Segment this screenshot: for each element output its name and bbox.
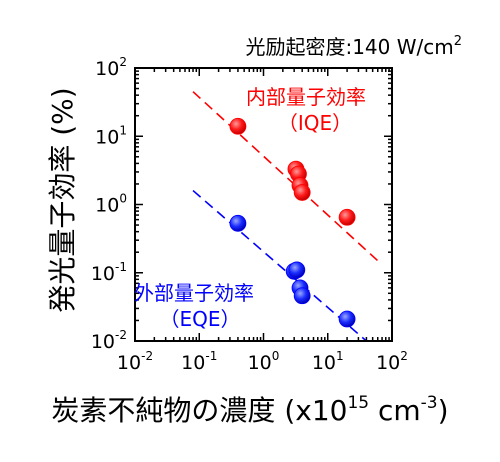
iqe-point [293,184,311,201]
iqe-point [338,208,356,226]
y-tick-base: 10 [95,58,119,80]
y-tick-label: 10-2 [91,328,127,353]
x-tick-base: 10 [117,352,141,374]
x-tick-exp: 0 [272,349,280,363]
x-axis-title-sup2: -3 [421,393,438,413]
y-tick-exp: 1 [119,123,127,137]
y-tick-base: 10 [95,195,119,217]
x-tick-base: 10 [248,352,272,374]
iqe-fit-line [192,91,379,262]
x-tick-exp: 1 [336,349,344,363]
eqe-point [288,261,306,279]
y-tick-base: 10 [91,331,115,353]
x-tick-label: 102 [376,349,408,374]
x-tick-exp: -2 [141,349,153,363]
x-tick-base: 10 [376,352,400,374]
y-tick-exp: 0 [119,192,127,206]
y-tick-exp: 2 [119,55,127,69]
x-axis-title-mid: cm [369,394,421,427]
eqe-point [293,287,311,305]
x-tick-base: 10 [312,352,336,374]
y-axis-title: 発光量子効率 (%) [46,87,79,312]
y-tick-exp: -2 [115,328,127,342]
x-tick-label: 100 [248,349,280,374]
y-tick-label: 102 [95,55,127,80]
legend-eqe-label: 外部量子効率 [134,281,254,305]
legend-eqe-sub: （EQE） [159,307,240,331]
eqe-point [229,214,247,232]
y-tick-label: 10-1 [91,260,127,285]
y-tick-base: 10 [91,263,115,285]
x-tick-label: 10-1 [181,349,217,374]
x-tick-label: 101 [312,349,344,374]
plot-frame [134,67,393,342]
eqe-fit-line [192,189,367,342]
legend-iqe-sub: （IQE） [278,111,352,135]
y-tick-exp: -1 [115,260,127,274]
x-axis-title: 炭素不純物の濃度 (x1015 cm-3) [51,393,448,427]
fit-lines [192,91,379,342]
x-axis-title-text: 炭素不純物の濃度 (x10 [51,394,347,427]
x-axis-title-end: ) [438,394,449,427]
legend-iqe-label: 内部量子効率 [246,85,366,109]
y-tick-label: 100 [95,192,127,217]
x-axis-title-sup1: 15 [347,393,369,413]
iqe-point [229,117,247,135]
y-tick-label: 101 [95,123,127,148]
chart-title: 光励起密度:140 W/cm2 [245,34,462,59]
y-tick-base: 10 [95,126,119,148]
x-tick-base: 10 [181,352,205,374]
x-tick-exp: -1 [205,349,217,363]
data-points [229,117,356,328]
x-tick-exp: 2 [400,349,408,363]
chart-title-sup: 2 [454,34,462,49]
eqe-point [338,310,356,328]
chart-title-text: 光励起密度:140 W/cm [245,35,453,59]
x-tick-label: 10-2 [117,349,153,374]
